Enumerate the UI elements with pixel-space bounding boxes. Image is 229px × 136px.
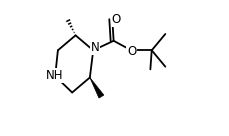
Text: N: N (90, 41, 99, 54)
Text: NH: NH (46, 69, 63, 82)
Text: O: O (111, 13, 120, 26)
Polygon shape (90, 78, 103, 98)
Text: O: O (126, 45, 136, 58)
